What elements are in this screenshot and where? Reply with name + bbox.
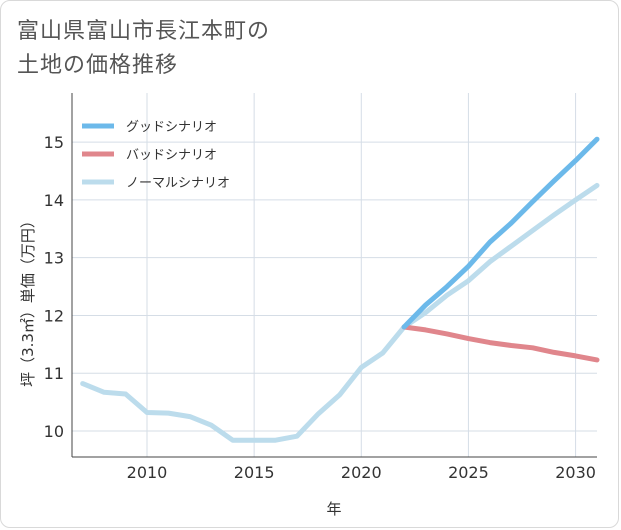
- y-tick-label: 13: [44, 249, 64, 268]
- series-line-2: [80, 182, 600, 443]
- series-layer: [80, 136, 600, 443]
- y-axis-title: 坪（3.3㎡）単価（万円）: [19, 213, 37, 387]
- legend-label: バッドシナリオ: [126, 148, 217, 163]
- y-tick-labels: 10 11 12 13 14 15: [44, 133, 64, 441]
- chart-title-line2: 土地の価格推移: [17, 53, 179, 78]
- x-tick-label: 2020: [341, 463, 382, 482]
- chart-title-line1: 富山県富山市長江本町の: [17, 19, 271, 44]
- y-tick-label: 15: [44, 133, 64, 152]
- y-tick-label: 10: [44, 422, 64, 441]
- x-axis-title: 年: [326, 500, 341, 518]
- series-line-0: [401, 136, 600, 330]
- x-tick-label: 2025: [448, 463, 489, 482]
- legend-label: ノーマルシナリオ: [126, 176, 230, 191]
- x-tick-label: 2030: [555, 463, 596, 482]
- y-tick-label: 11: [44, 364, 64, 383]
- series-line-1: [401, 324, 600, 363]
- grid-lines: [72, 93, 597, 457]
- x-tick-label: 2010: [127, 463, 168, 482]
- x-tick-labels: 2010 2015 2020 2025 2030: [127, 463, 596, 482]
- x-tick-label: 2015: [234, 463, 275, 482]
- legend-label: グッドシナリオ: [126, 120, 217, 135]
- y-tick-label: 12: [44, 306, 64, 325]
- chart-title: 富山県富山市長江本町の 土地の価格推移: [17, 15, 270, 83]
- y-tick-label: 14: [44, 191, 64, 210]
